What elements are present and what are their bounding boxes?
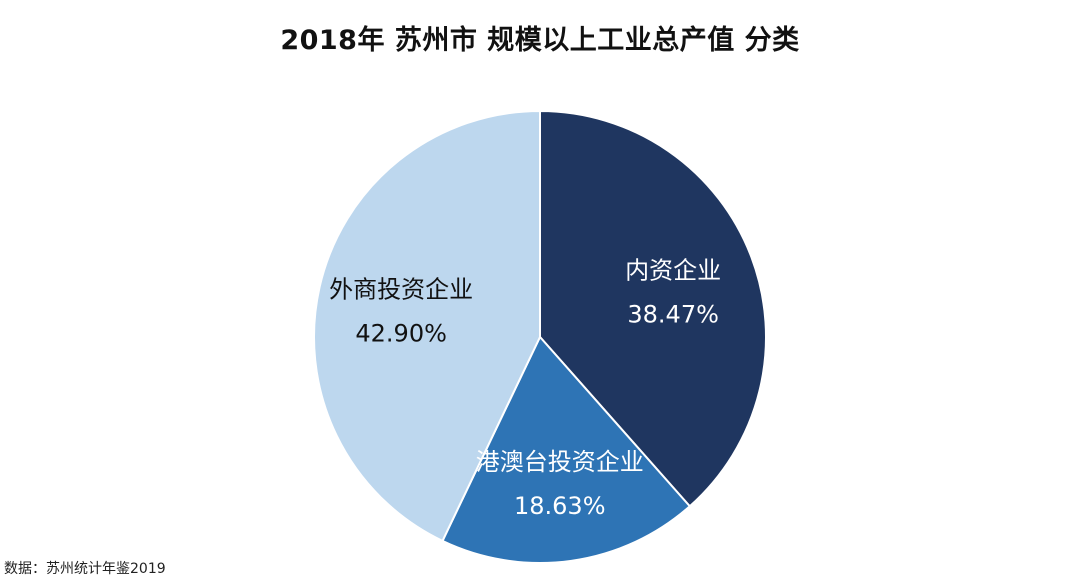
pie-labels: 内资企业 38.47% 港澳台投资企业 18.63% 外商投资企业 42.90% [329, 257, 721, 520]
pie-slice-2 [441, 335, 692, 564]
source-note: 数据：苏州统计年鉴2019 [4, 561, 166, 577]
chart-title: 2018年 苏州市 规模以上工业总产值 分类 [280, 25, 800, 56]
slice-category-label: 外商投资企业 [329, 276, 473, 304]
pie-slice-3 [313, 109, 541, 543]
slice-category-label: 内资企业 [625, 257, 721, 285]
slice-value-label: 38.47% [627, 301, 719, 329]
slice-value-label: 42.90% [355, 320, 447, 348]
slice-value-label: 18.63% [514, 492, 606, 520]
pie-slices [313, 109, 767, 564]
slice-category-label: 港澳台投资企业 [476, 448, 644, 476]
pie-slice-1 [539, 109, 767, 508]
